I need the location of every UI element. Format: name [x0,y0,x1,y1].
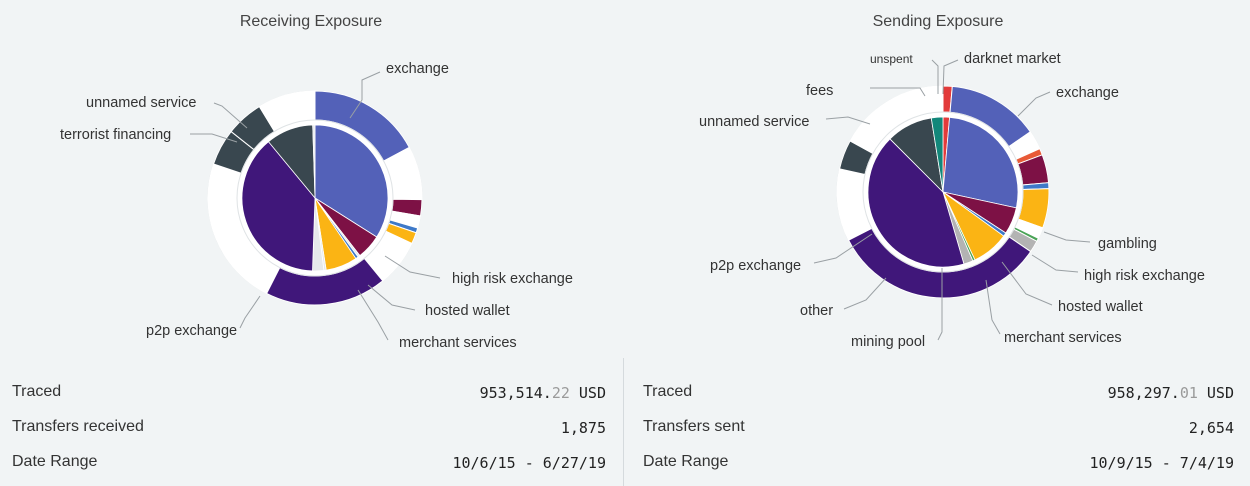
sending-inner-slice-p2p-exchange [867,138,965,268]
sending-label-other: other [800,303,833,319]
receiving-exposure-chart: exchange unnamed service terrorist finan… [60,61,573,351]
sending-rings [836,85,1050,299]
sending-labels: unspent darknet market fees exchange unn… [699,51,1205,350]
receiving-inner-guide-ring [236,119,394,277]
sending-stat-transfers: Transfers sent 2,654 [631,411,1250,446]
receiving-label-exchange: exchange [386,61,449,77]
stat-value: 958,297.01 USD [1107,384,1234,402]
sending-label-darknet-market: darknet market [964,51,1061,67]
sending-label-gambling: gambling [1098,236,1157,252]
sending-label-p2p-exchange: p2p exchange [710,258,801,274]
sending-exposure-chart: unspent darknet market fees exchange unn… [699,51,1205,350]
sending-label-fees: fees [806,83,833,99]
sending-inner-slice-exchange [942,116,1019,209]
stat-value: 2,654 [1188,419,1234,437]
stat-value: 10/9/15 - 7/4/19 [1089,454,1235,472]
sending-label-hosted-wallet: hosted wallet [1058,299,1143,315]
receiving-inner-slice-exchange [314,124,389,238]
receiving-stat-date-range: Date Range 10/6/15 - 6/27/19 [0,446,622,481]
sending-exposure-panel: Sending Exposure unspent darknet market [626,0,1250,486]
receiving-stat-transfers: Transfers received 1,875 [0,411,622,446]
receiving-label-hosted-wallet: hosted wallet [425,303,510,319]
sending-inner-slice-fees [930,116,944,193]
sending-leaders [813,59,1091,341]
receiving-label-terrorist-financing: terrorist financing [60,127,171,143]
receiving-stats: Traced 953,514.22 USD Transfers received… [0,376,622,481]
receiving-label-unnamed-service: unnamed service [86,95,196,111]
stat-label: Traced [643,383,693,400]
stat-value: 1,875 [560,419,606,437]
receiving-label-p2p-exchange: p2p exchange [146,323,237,339]
receiving-inner-slice-p2p-exchange [241,141,316,272]
receiving-rings [207,90,423,306]
receiving-exposure-title: Receiving Exposure [239,13,383,30]
sending-label-unspent: unspent [870,52,913,66]
sending-label-merchant-services: merchant services [1004,330,1122,346]
sending-stats: Traced 958,297.01 USD Transfers sent 2,6… [631,376,1250,481]
sending-inner-guide-ring [862,111,1024,273]
panel-divider [623,358,624,486]
sending-label-unnamed-service: unnamed service [699,114,809,130]
receiving-inner-slice-unlabeled-4 [312,124,316,199]
sending-label-mining-pool: mining pool [851,334,925,350]
sending-label-exchange: exchange [1056,85,1119,101]
stat-label: Transfers received [12,418,144,435]
sending-stat-date-range: Date Range 10/9/15 - 7/4/19 [631,446,1250,481]
sending-label-high-risk-exchange: high risk exchange [1084,268,1205,284]
sending-stat-traced: Traced 958,297.01 USD [631,376,1250,411]
receiving-stat-traced: Traced 953,514.22 USD [0,376,622,411]
sending-exposure-title: Sending Exposure [872,13,1004,30]
receiving-leaders [190,71,441,341]
receiving-label-merchant-services: merchant services [399,335,517,351]
stat-value: 953,514.22 USD [479,384,606,402]
stat-label: Date Range [643,453,729,470]
stat-label: Date Range [12,453,98,470]
stat-label: Traced [12,383,62,400]
stat-label: Transfers sent [643,418,745,435]
receiving-label-high-risk-exchange: high risk exchange [452,271,573,287]
receiving-labels: exchange unnamed service terrorist finan… [60,61,573,351]
stat-value: 10/6/15 - 6/27/19 [452,454,606,472]
receiving-exposure-panel: Receiving Exposure exchange unnamed serv… [0,0,622,486]
